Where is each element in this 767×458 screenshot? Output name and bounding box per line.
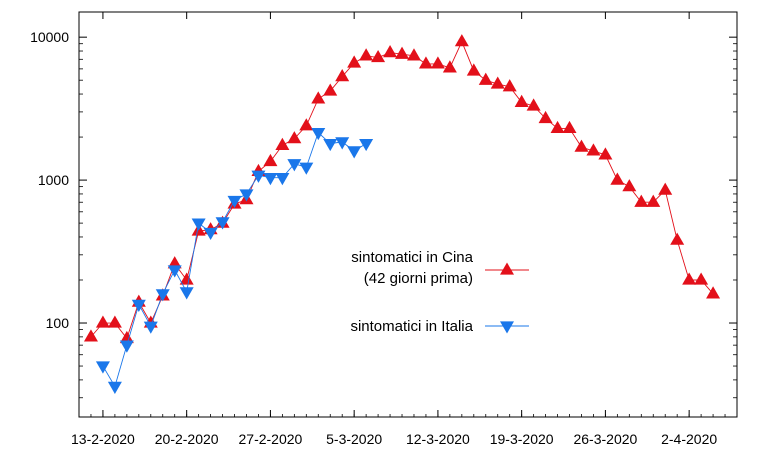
data-point (203, 227, 218, 241)
data-point (670, 232, 685, 245)
data-point (83, 329, 98, 342)
data-point (538, 110, 553, 124)
x-tick-label: 2-4-2020 (661, 431, 717, 447)
legend-item-italia: sintomatici in Italia (350, 318, 529, 335)
data-point (299, 162, 314, 175)
x-tick-label: 13-2-2020 (71, 431, 135, 447)
legend-label: (42 giorni prima) (364, 270, 473, 287)
data-point (706, 286, 721, 299)
data-point (383, 45, 398, 58)
data-point (586, 143, 601, 156)
data-point (263, 173, 278, 186)
data-point (311, 127, 326, 141)
data-point (646, 194, 661, 207)
series-line (102, 131, 367, 388)
data-point (275, 137, 290, 150)
x-tick-label: 27-2-2020 (239, 431, 303, 447)
data-point (694, 272, 709, 285)
data-point (622, 179, 637, 192)
data-point (562, 120, 577, 134)
data-point (658, 182, 673, 195)
x-tick-label: 19-3-2020 (490, 431, 554, 447)
data-point (502, 79, 517, 92)
x-tick-label: 26-3-2020 (573, 431, 637, 447)
data-point (239, 189, 254, 202)
data-point (143, 321, 158, 334)
data-point (167, 265, 182, 278)
data-point (263, 153, 278, 167)
data-point (311, 91, 326, 104)
series-layer (83, 34, 721, 394)
legend-marker (500, 262, 514, 275)
legend-item-cina: sintomatici in Cina (42 giorni prima) (351, 249, 529, 287)
data-point (454, 34, 469, 47)
series-italia (95, 127, 374, 394)
x-tick-label: 20-2-2020 (155, 431, 219, 447)
legend-marker (500, 321, 514, 334)
data-point (299, 118, 314, 131)
y-tick-label: 100 (46, 315, 70, 331)
data-point (131, 299, 146, 312)
data-point (119, 330, 134, 344)
data-point (574, 139, 589, 152)
data-point (215, 217, 230, 230)
data-point (323, 83, 338, 96)
data-point (179, 287, 194, 300)
data-point (682, 272, 697, 285)
data-point (95, 361, 110, 374)
data-point (287, 159, 302, 172)
data-point (634, 194, 649, 207)
data-point (478, 72, 493, 85)
series-cina (83, 34, 721, 344)
data-point (107, 315, 122, 328)
y-tick-label: 1000 (38, 172, 69, 188)
data-point (430, 56, 445, 69)
data-point (442, 60, 457, 73)
data-point (418, 56, 433, 69)
data-point (395, 46, 410, 59)
data-point (359, 138, 374, 152)
data-point (191, 218, 206, 231)
data-point (323, 138, 338, 152)
data-point (514, 94, 529, 107)
legend-label: sintomatici in Cina (351, 249, 473, 266)
data-point (406, 48, 421, 61)
data-point (107, 381, 122, 394)
data-point (95, 315, 110, 328)
data-point (275, 173, 290, 186)
data-point (526, 98, 541, 111)
data-point (179, 272, 194, 285)
y-tick-label: 10000 (30, 29, 69, 45)
data-point (251, 170, 266, 183)
data-point (335, 69, 350, 82)
plot-frame (78, 11, 738, 418)
axis-ticks: 13-2-2020 20-2-2020 27-2-2020 5-3-2020 12-3-… (30, 12, 738, 447)
data-point (598, 147, 613, 160)
data-point (287, 131, 302, 144)
legend-label: sintomatici in Italia (350, 318, 473, 335)
data-point (466, 63, 481, 76)
data-point (359, 48, 374, 61)
data-point (119, 340, 134, 353)
data-point (610, 172, 625, 185)
legend: sintomatici in Cina(42 giorni prima)sint… (350, 249, 529, 335)
data-point (335, 137, 350, 150)
data-point (347, 55, 362, 68)
data-point (347, 146, 362, 159)
x-tick-label: 5-3-2020 (326, 431, 382, 447)
data-point (227, 195, 242, 209)
data-point (550, 120, 565, 134)
x-tick-label: 12-3-2020 (406, 431, 470, 447)
data-point (155, 289, 170, 302)
data-point (490, 76, 505, 89)
data-point (167, 256, 182, 269)
data-point (371, 50, 386, 63)
